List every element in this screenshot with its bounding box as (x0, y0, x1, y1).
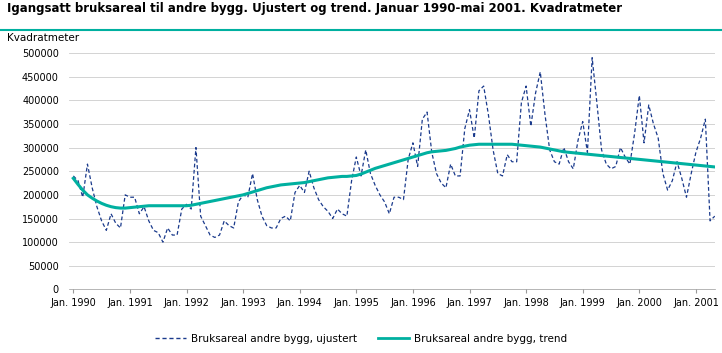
Text: Kvadratmeter: Kvadratmeter (7, 34, 79, 43)
Legend: Bruksareal andre bygg, ujustert, Bruksareal andre bygg, trend: Bruksareal andre bygg, ujustert, Bruksar… (150, 329, 572, 348)
Text: Igangsatt bruksareal til andre bygg. Ujustert og trend. Januar 1990-mai 2001. Kv: Igangsatt bruksareal til andre bygg. Uju… (7, 2, 622, 15)
